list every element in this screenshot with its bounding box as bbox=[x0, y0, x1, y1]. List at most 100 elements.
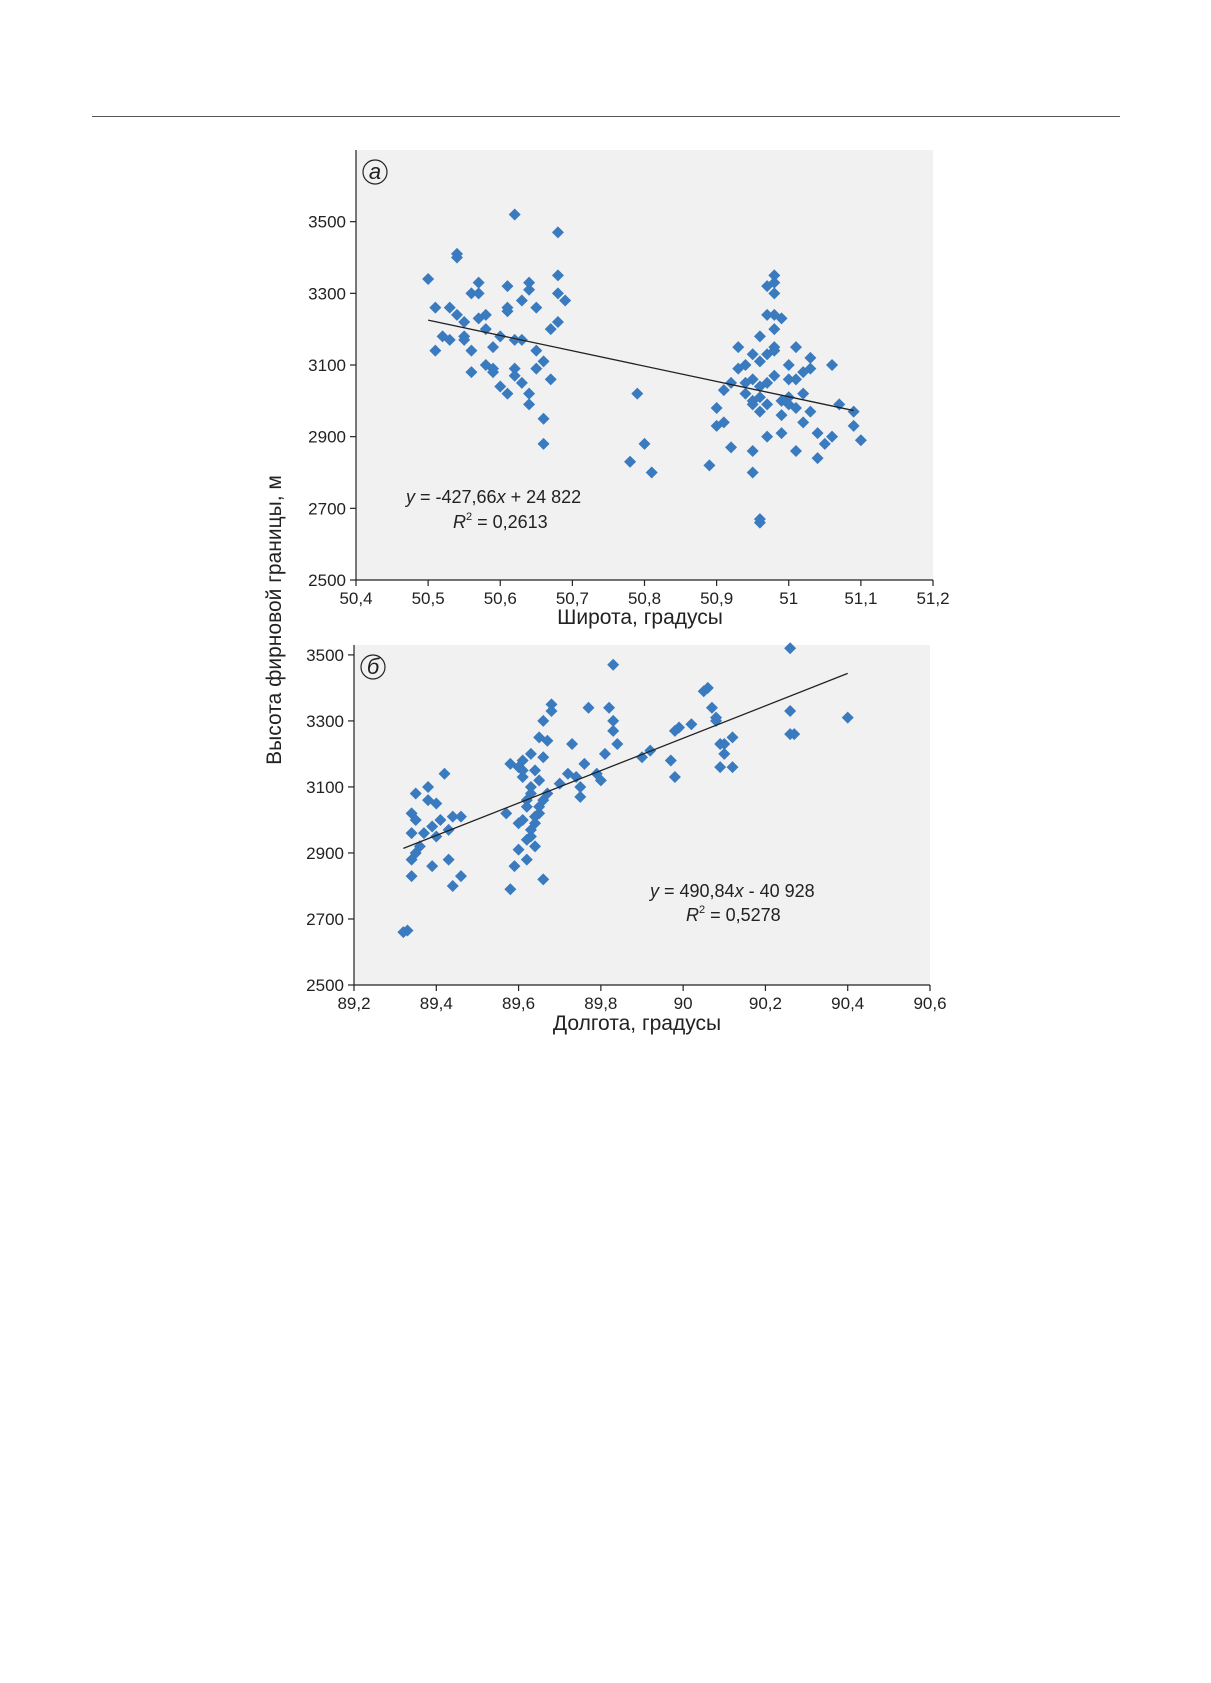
data-point-b-79 bbox=[664, 754, 677, 767]
data-point-a-93 bbox=[768, 323, 781, 336]
data-point-b-23 bbox=[454, 810, 467, 823]
data-point-b-61 bbox=[553, 777, 566, 790]
data-point-a-77 bbox=[753, 355, 766, 368]
data-point-a-88 bbox=[761, 430, 774, 443]
data-point-b-45 bbox=[529, 764, 542, 777]
regression-equation-a: y = -427,66x + 24 822 bbox=[404, 487, 581, 507]
data-point-a-34 bbox=[515, 294, 528, 307]
x-tick-label-b-2: 89,6 bbox=[502, 994, 535, 1013]
data-point-b-35 bbox=[516, 813, 529, 826]
data-point-a-31 bbox=[508, 362, 521, 375]
data-point-b-75 bbox=[607, 724, 620, 737]
data-point-a-12 bbox=[465, 344, 478, 357]
data-point-b-47 bbox=[529, 817, 542, 830]
data-point-b-22 bbox=[446, 879, 459, 892]
data-point-a-5 bbox=[443, 301, 456, 314]
data-point-a-118 bbox=[826, 430, 839, 443]
x-axis-title-a: Широта, градусы bbox=[557, 606, 723, 629]
data-point-a-84 bbox=[761, 308, 774, 321]
data-point-a-50 bbox=[551, 269, 564, 282]
data-point-a-13 bbox=[465, 366, 478, 379]
data-point-b-70 bbox=[594, 774, 607, 787]
data-point-a-108 bbox=[789, 445, 802, 457]
data-point-b-10 bbox=[417, 827, 430, 840]
data-point-a-82 bbox=[753, 516, 766, 529]
x-tick-label-a-5: 50,9 bbox=[700, 589, 733, 608]
x-axis-title-b: Долгота, градусы bbox=[553, 1012, 721, 1035]
panel-label-circle-a bbox=[362, 159, 388, 185]
y-tick-label-b-1: 2700 bbox=[306, 910, 344, 929]
data-point-a-80 bbox=[753, 405, 766, 418]
x-tick-label-a-3: 50,7 bbox=[556, 589, 589, 608]
data-point-b-21 bbox=[446, 810, 459, 823]
data-point-a-40 bbox=[523, 398, 536, 411]
data-point-a-106 bbox=[789, 373, 802, 386]
y-tick-label-a-2: 2900 bbox=[308, 428, 346, 447]
data-point-b-17 bbox=[434, 813, 447, 826]
data-point-a-2 bbox=[429, 301, 442, 314]
data-point-b-86 bbox=[705, 701, 718, 714]
x-tick-label-b-3: 89,8 bbox=[584, 994, 617, 1013]
data-point-a-8 bbox=[450, 247, 463, 260]
data-point-b-72 bbox=[603, 701, 616, 714]
data-point-a-97 bbox=[775, 312, 788, 325]
data-point-b-37 bbox=[520, 800, 533, 813]
data-point-b-59 bbox=[545, 698, 558, 711]
regression-equation-b: y = 490,84x - 40 928 bbox=[648, 881, 815, 901]
data-point-a-30 bbox=[508, 369, 521, 382]
data-point-a-45 bbox=[537, 412, 550, 425]
data-point-a-37 bbox=[523, 283, 536, 296]
data-point-a-111 bbox=[797, 416, 810, 429]
y-tick-label-b-3: 3100 bbox=[306, 778, 344, 797]
x-tick-label-a-4: 50,8 bbox=[628, 589, 661, 608]
data-point-b-95 bbox=[784, 642, 797, 655]
data-point-a-4 bbox=[443, 333, 456, 346]
data-point-b-73 bbox=[607, 658, 620, 671]
data-point-a-105 bbox=[789, 341, 802, 354]
data-point-b-53 bbox=[537, 714, 550, 727]
data-point-a-75 bbox=[746, 466, 759, 479]
data-point-b-67 bbox=[578, 757, 591, 770]
trendline-b bbox=[403, 672, 848, 850]
data-point-b-52 bbox=[533, 807, 546, 820]
y-tick-label-a-4: 3300 bbox=[308, 284, 346, 303]
data-point-a-1 bbox=[429, 344, 442, 357]
y-tick-label-b-0: 2500 bbox=[306, 976, 344, 995]
data-point-a-42 bbox=[530, 362, 543, 375]
data-point-a-86 bbox=[761, 376, 774, 389]
x-tick-label-a-8: 51,2 bbox=[916, 589, 949, 608]
data-point-a-71 bbox=[746, 373, 759, 386]
r-squared-b: R2 = 0,5278 bbox=[686, 904, 781, 925]
data-point-b-2 bbox=[405, 870, 418, 883]
data-point-b-99 bbox=[841, 711, 854, 724]
data-point-a-29 bbox=[501, 387, 514, 400]
data-point-a-18 bbox=[479, 308, 492, 321]
data-point-a-41 bbox=[530, 301, 543, 314]
y-axis-title: Высота фирновой границы, м bbox=[263, 475, 286, 765]
data-point-b-90 bbox=[714, 761, 727, 774]
data-point-b-32 bbox=[516, 764, 529, 777]
data-point-b-31 bbox=[512, 843, 525, 856]
y-tick-label-b-5: 3500 bbox=[306, 646, 344, 665]
x-tick-label-b-0: 89,2 bbox=[337, 994, 370, 1013]
data-point-a-14 bbox=[465, 287, 478, 300]
data-point-b-1 bbox=[401, 924, 414, 937]
x-tick-label-b-1: 89,4 bbox=[420, 994, 453, 1013]
data-point-a-112 bbox=[804, 351, 817, 364]
data-point-a-38 bbox=[523, 276, 536, 289]
data-point-b-81 bbox=[668, 771, 681, 784]
data-point-b-24 bbox=[454, 870, 467, 883]
data-point-a-56 bbox=[638, 437, 651, 450]
data-point-b-8 bbox=[409, 787, 422, 800]
data-point-b-6 bbox=[409, 813, 422, 826]
x-tick-label-b-5: 90,2 bbox=[749, 994, 782, 1013]
data-point-b-41 bbox=[524, 780, 537, 793]
data-point-b-48 bbox=[529, 840, 542, 853]
data-point-a-64 bbox=[725, 376, 738, 389]
data-point-b-68 bbox=[582, 701, 595, 714]
data-point-b-64 bbox=[570, 771, 583, 784]
data-point-a-107 bbox=[789, 402, 802, 414]
data-point-a-114 bbox=[804, 405, 817, 418]
x-tick-label-a-1: 50,5 bbox=[412, 589, 445, 608]
